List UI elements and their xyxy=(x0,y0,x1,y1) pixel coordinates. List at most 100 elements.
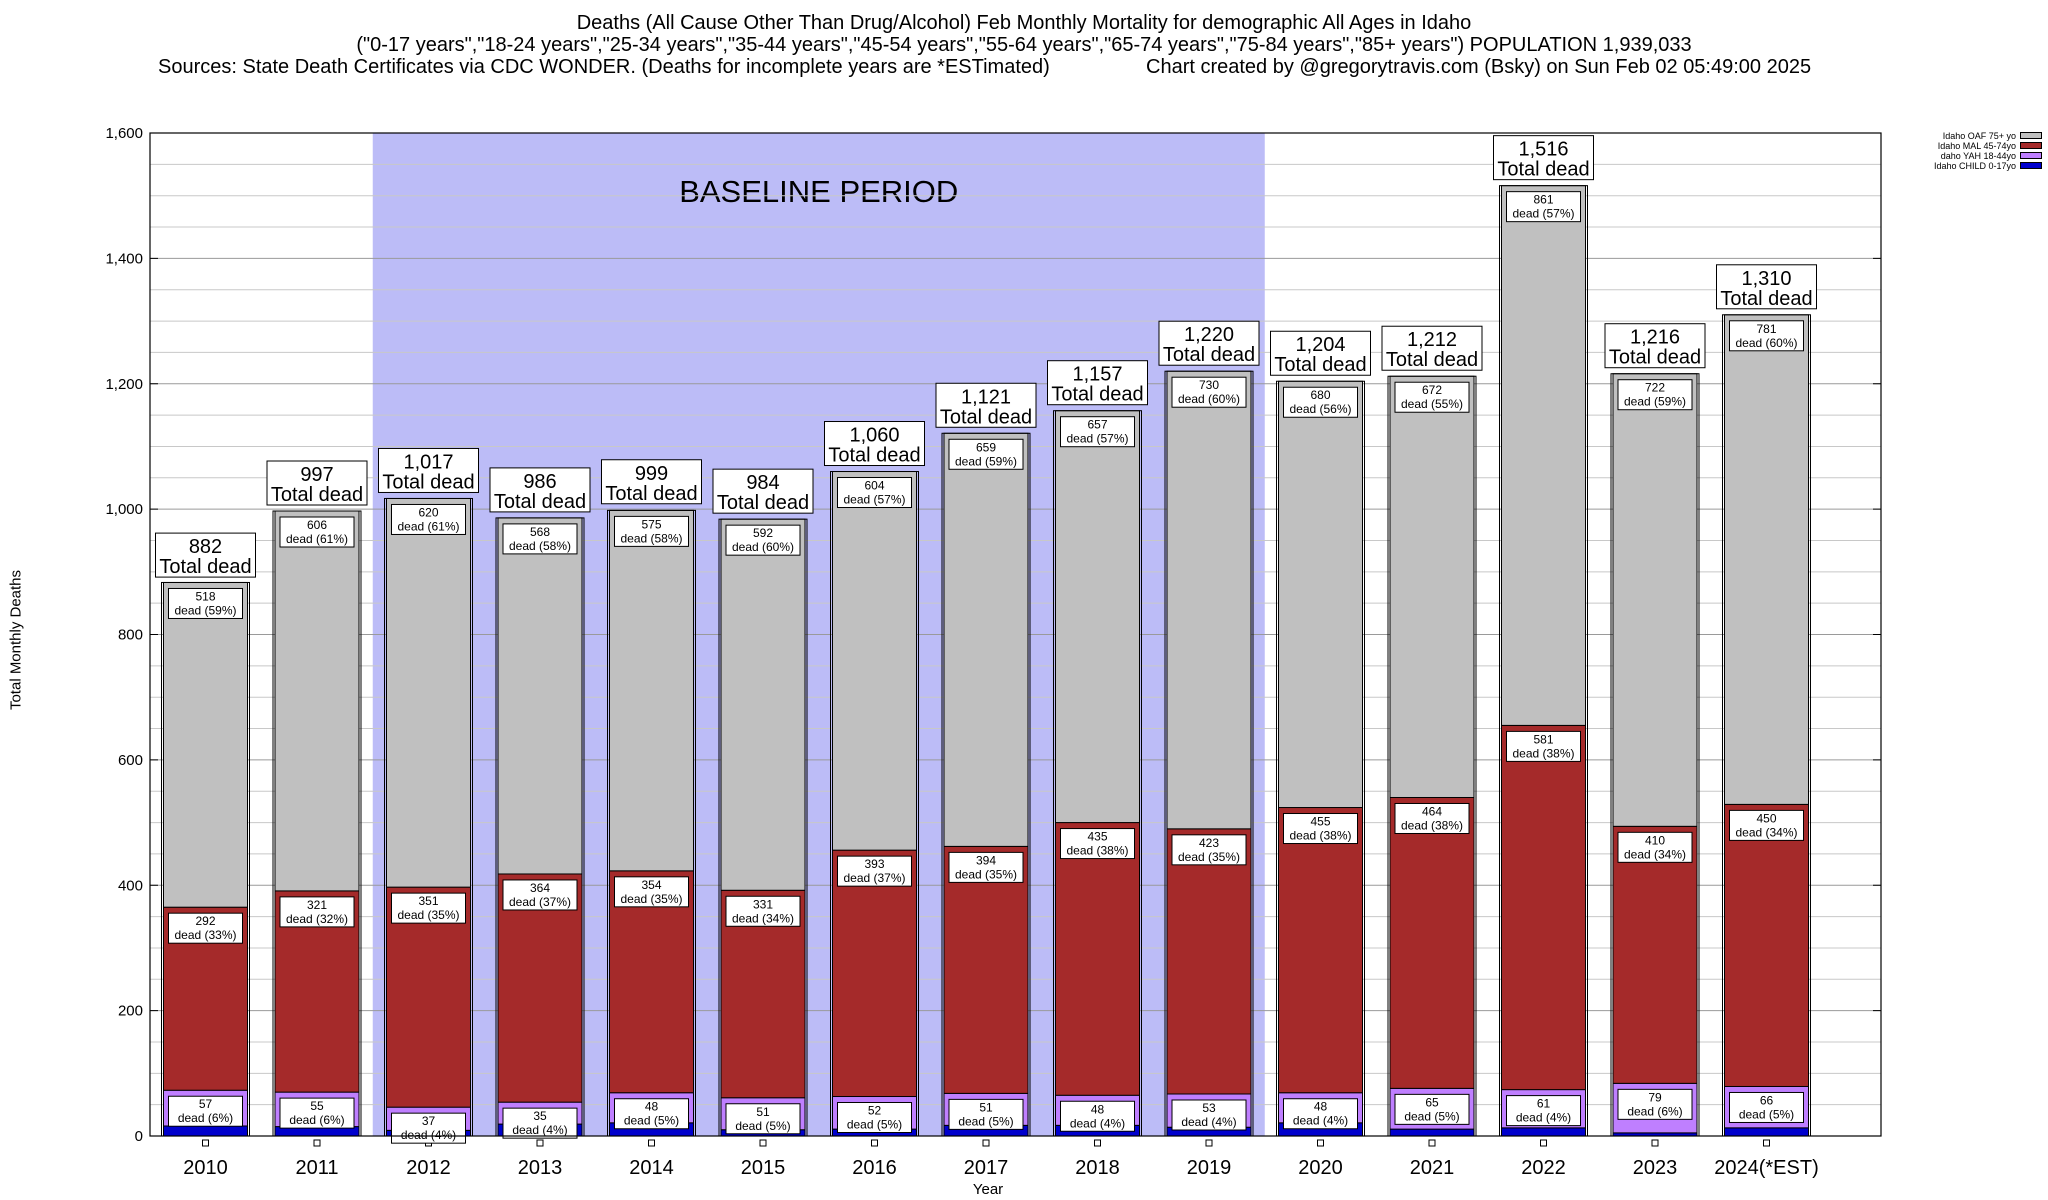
legend: Idaho OAF 75+ yo Idaho MAL 45-74yo daho … xyxy=(1880,131,2042,171)
data-label-value: 581 xyxy=(1533,732,1553,746)
data-label-value: 575 xyxy=(641,517,661,531)
data-label-value: 730 xyxy=(1199,378,1219,392)
total-label-box xyxy=(1604,323,1706,369)
x-tick-marker xyxy=(536,1139,544,1147)
bar-segment xyxy=(274,510,360,892)
data-label-pct: dead (59%) xyxy=(955,454,1017,468)
data-label-value: 48 xyxy=(645,1100,659,1114)
data-label-value: 37 xyxy=(422,1114,436,1128)
data-label-box xyxy=(1506,1095,1581,1127)
x-tick-label: 2024(*EST) xyxy=(1714,1157,1819,1179)
data-label-value: 680 xyxy=(1310,388,1330,402)
data-label-box xyxy=(725,1103,801,1135)
data-label-box xyxy=(502,523,578,555)
x-tick-marker xyxy=(1540,1139,1547,1147)
legend-swatch xyxy=(2020,142,2042,149)
x-tick-marker xyxy=(759,1139,767,1147)
legend-label: Idaho OAF 75+ yo xyxy=(1942,131,2016,141)
data-label-pct: dead (6%) xyxy=(1627,1104,1682,1118)
data-label-value: 450 xyxy=(1756,811,1776,825)
total-label-value: 1,017 xyxy=(403,451,453,473)
bar-segment xyxy=(1278,807,1363,1094)
bar-segment xyxy=(1278,380,1363,809)
data-label-pct: dead (5%) xyxy=(1739,1107,1794,1121)
x-tick-marker xyxy=(1428,1139,1436,1147)
data-label-value: 79 xyxy=(1648,1090,1662,1104)
data-label-box xyxy=(279,516,355,548)
data-label-box xyxy=(168,587,243,619)
data-label-pct: dead (34%) xyxy=(1735,825,1797,839)
data-label-value: 620 xyxy=(418,505,438,519)
bar-segment xyxy=(943,432,1029,847)
data-label-value: 568 xyxy=(530,525,550,539)
data-label-value: 66 xyxy=(1760,1093,1774,1107)
data-label-value: 423 xyxy=(1199,836,1219,850)
data-label-pct: dead (38%) xyxy=(1289,829,1351,843)
data-label-pct: dead (57%) xyxy=(843,493,905,507)
data-label-box xyxy=(1394,1093,1470,1125)
data-label-pct: dead (4%) xyxy=(1516,1111,1571,1125)
data-label-box xyxy=(391,503,466,535)
bar-segment xyxy=(1389,1128,1475,1137)
y-tick-label: 200 xyxy=(118,1003,143,1020)
total-label-text: Total dead xyxy=(940,406,1032,428)
data-label-value: 659 xyxy=(976,440,996,454)
x-tick-marker xyxy=(1094,1139,1101,1147)
total-label-value: 1,212 xyxy=(1407,329,1457,351)
data-label-value: 518 xyxy=(195,589,215,603)
total-label-value: 1,157 xyxy=(1072,364,1122,386)
bar-segment xyxy=(1389,796,1475,1089)
bar-segment xyxy=(1612,825,1698,1084)
data-label-pct: dead (5%) xyxy=(624,1114,679,1128)
data-label-value: 604 xyxy=(864,479,884,493)
data-label-box xyxy=(837,1102,912,1134)
data-label-box xyxy=(725,524,801,556)
data-label-pct: dead (32%) xyxy=(286,912,348,926)
bar-segment xyxy=(497,517,583,875)
data-label-box xyxy=(168,912,243,944)
data-label-value: 57 xyxy=(199,1097,213,1111)
data-label-box xyxy=(1729,320,1804,352)
bar-segment xyxy=(386,886,471,1108)
data-label-pct: dead (35%) xyxy=(1178,850,1240,864)
total-label-box xyxy=(1047,360,1148,406)
x-tick-label: 2023 xyxy=(1633,1157,1678,1179)
data-label-value: 55 xyxy=(310,1099,324,1113)
x-tick-label: 2017 xyxy=(964,1157,1009,1179)
legend-swatch xyxy=(2020,162,2042,169)
bar-segment xyxy=(1166,828,1252,1095)
bar-segment xyxy=(1055,410,1140,824)
total-label-box xyxy=(266,460,368,506)
plot-border xyxy=(149,132,1882,1137)
data-label-value: 657 xyxy=(1087,418,1107,432)
x-tick-marker xyxy=(1317,1139,1324,1147)
total-label-text: Total dead xyxy=(494,491,586,513)
data-label-pct: dead (58%) xyxy=(620,531,682,545)
data-label-box xyxy=(725,895,801,927)
bar-segment xyxy=(609,509,694,872)
data-label-value: 35 xyxy=(533,1109,547,1123)
data-label-pct: dead (5%) xyxy=(735,1119,790,1133)
data-label-box xyxy=(1060,1100,1135,1132)
bar-segment xyxy=(832,849,917,1098)
bar-segment xyxy=(163,1125,248,1137)
x-tick-marker xyxy=(871,1139,878,1147)
data-label-box xyxy=(948,1098,1024,1130)
legend-item-oaf: Idaho OAF 75+ yo xyxy=(1880,131,2042,141)
total-label-text: Total dead xyxy=(159,556,251,578)
bar-segment xyxy=(1389,375,1475,798)
data-label-pct: dead (58%) xyxy=(509,539,571,553)
data-label-pct: dead (4%) xyxy=(512,1123,567,1137)
bar-segment xyxy=(609,870,694,1094)
data-label-pct: dead (5%) xyxy=(958,1114,1013,1128)
data-label-pct: dead (38%) xyxy=(1512,746,1574,760)
data-label-value: 592 xyxy=(753,526,773,540)
bar-segment xyxy=(1166,370,1252,830)
data-label-value: 65 xyxy=(1425,1095,1439,1109)
total-label-value: 1,204 xyxy=(1295,334,1345,356)
bar-segment xyxy=(1724,803,1809,1087)
data-label-value: 722 xyxy=(1645,381,1665,395)
x-tick-marker xyxy=(1205,1139,1213,1147)
data-label-value: 606 xyxy=(307,518,327,532)
data-label-pct: dead (38%) xyxy=(1401,818,1463,832)
